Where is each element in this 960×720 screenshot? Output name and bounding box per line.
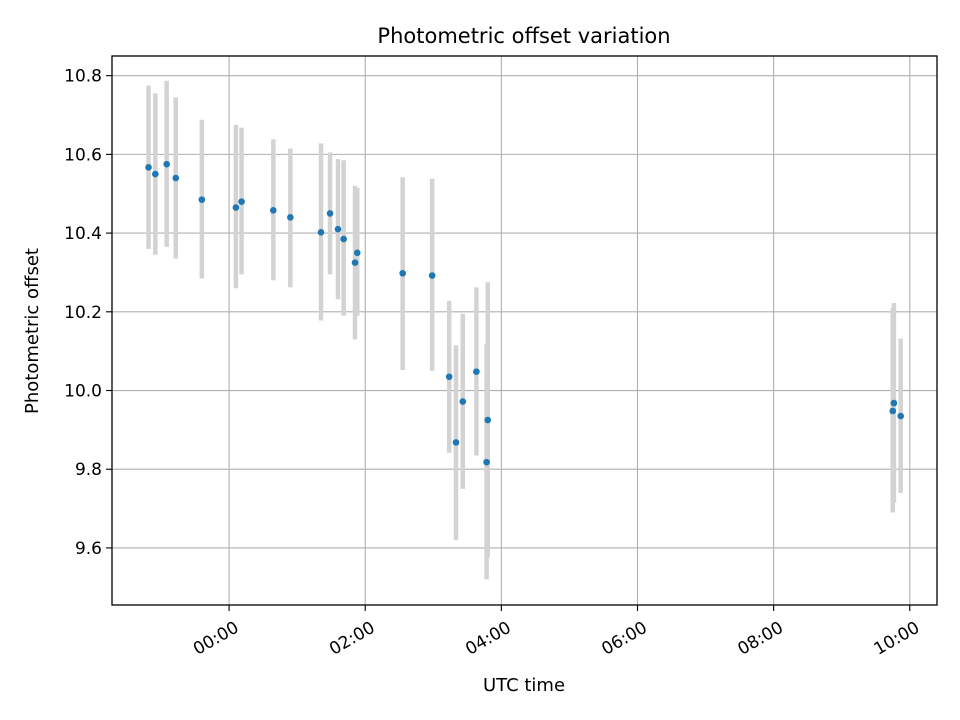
- y-tick-label: 9.6: [75, 539, 102, 559]
- chart-title: Photometric offset variation: [377, 24, 670, 48]
- y-tick-label: 10.0: [64, 382, 102, 402]
- data-point: [232, 204, 240, 211]
- data-point: [484, 416, 492, 424]
- data-point: [473, 368, 480, 375]
- data-point: [145, 164, 152, 171]
- data-point: [172, 174, 180, 182]
- data-point: [889, 407, 897, 415]
- data-point: [351, 259, 359, 266]
- data-point: [353, 249, 361, 257]
- data-point: [897, 412, 904, 420]
- data-point: [890, 399, 898, 407]
- data-point: [340, 235, 347, 243]
- y-tick-label: 9.8: [75, 460, 102, 480]
- data-point: [452, 439, 460, 446]
- data-point: [399, 269, 406, 277]
- plot-frame: [111, 55, 938, 606]
- data-point: [287, 214, 294, 221]
- data-markers: [145, 160, 904, 466]
- y-tick-label: 10.6: [64, 145, 102, 165]
- data-point: [483, 458, 490, 466]
- data-point: [238, 198, 245, 205]
- y-tick-label: 10.4: [64, 224, 102, 244]
- data-point: [445, 373, 453, 381]
- data-point: [428, 272, 436, 279]
- data-point: [459, 398, 467, 405]
- data-point: [198, 196, 206, 203]
- data-point: [326, 210, 334, 217]
- y-axis-label: Photometric offset: [22, 248, 43, 414]
- x-axis-label: UTC time: [483, 675, 565, 696]
- data-point: [163, 160, 170, 168]
- y-tick-label: 10.8: [64, 67, 102, 87]
- data-point: [317, 229, 325, 236]
- data-point: [270, 206, 277, 214]
- data-point: [152, 170, 159, 178]
- data-point: [334, 225, 342, 233]
- grid-lines: [112, 56, 937, 605]
- y-tick-label: 10.2: [64, 303, 102, 323]
